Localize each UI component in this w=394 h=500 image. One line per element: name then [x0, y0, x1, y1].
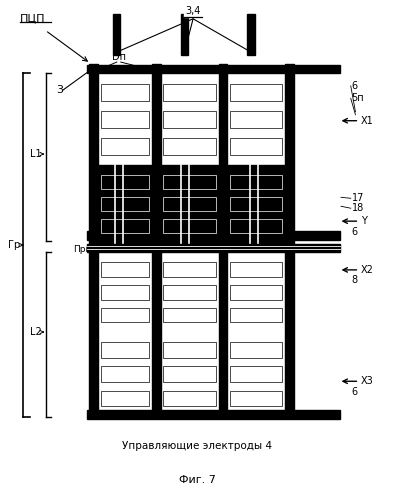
Bar: [101, 366, 149, 382]
Bar: [181, 14, 188, 54]
Text: Управляющие электроды 4: Управляющие электроды 4: [122, 442, 272, 452]
Bar: [101, 219, 149, 233]
Bar: [113, 14, 120, 54]
Bar: [87, 410, 340, 419]
Text: L2: L2: [30, 327, 42, 337]
Bar: [164, 308, 216, 322]
Bar: [164, 342, 216, 358]
Bar: [230, 285, 282, 300]
Text: Dп: Dп: [112, 52, 126, 62]
Bar: [101, 197, 149, 211]
Bar: [101, 175, 149, 189]
Bar: [98, 166, 152, 242]
Bar: [230, 342, 282, 358]
Bar: [89, 64, 98, 416]
Text: Прв: Прв: [72, 244, 91, 254]
Text: X2: X2: [361, 265, 374, 275]
Bar: [227, 166, 285, 242]
Text: 8: 8: [351, 275, 358, 285]
Bar: [101, 138, 149, 154]
Bar: [247, 14, 255, 54]
Bar: [164, 84, 216, 102]
Text: 6: 6: [351, 81, 358, 91]
Bar: [164, 138, 216, 154]
Bar: [230, 262, 282, 277]
Bar: [101, 342, 149, 358]
Text: 6: 6: [351, 227, 358, 237]
Bar: [164, 391, 216, 406]
Text: L1: L1: [30, 149, 42, 159]
Bar: [87, 231, 340, 240]
Text: 18: 18: [351, 203, 364, 213]
Bar: [230, 175, 282, 189]
Text: 17: 17: [351, 194, 364, 203]
Bar: [164, 366, 216, 382]
Bar: [87, 244, 340, 252]
Bar: [152, 64, 161, 416]
Text: ПЦП: ПЦП: [20, 14, 46, 24]
Bar: [164, 219, 216, 233]
Bar: [87, 64, 340, 74]
Bar: [230, 219, 282, 233]
Text: Y: Y: [361, 216, 366, 226]
Bar: [219, 64, 227, 416]
Bar: [101, 308, 149, 322]
Bar: [230, 84, 282, 102]
Bar: [230, 366, 282, 382]
Bar: [101, 84, 149, 102]
Bar: [101, 285, 149, 300]
Text: Фиг. 7: Фиг. 7: [178, 474, 216, 484]
Bar: [164, 197, 216, 211]
Bar: [101, 391, 149, 406]
Text: Гр: Гр: [8, 240, 20, 250]
Bar: [230, 308, 282, 322]
Bar: [230, 138, 282, 154]
Bar: [285, 64, 294, 416]
Bar: [101, 111, 149, 128]
Bar: [230, 391, 282, 406]
Bar: [230, 111, 282, 128]
Text: 3,4: 3,4: [186, 6, 201, 16]
Text: X1: X1: [361, 116, 373, 126]
Bar: [164, 262, 216, 277]
Bar: [101, 262, 149, 277]
Bar: [164, 111, 216, 128]
Text: X3: X3: [361, 376, 373, 386]
Text: 3: 3: [56, 85, 63, 95]
Bar: [230, 197, 282, 211]
Text: 6: 6: [351, 386, 358, 396]
Bar: [161, 166, 219, 242]
Bar: [164, 175, 216, 189]
Bar: [164, 285, 216, 300]
Text: 5п: 5п: [351, 94, 364, 104]
